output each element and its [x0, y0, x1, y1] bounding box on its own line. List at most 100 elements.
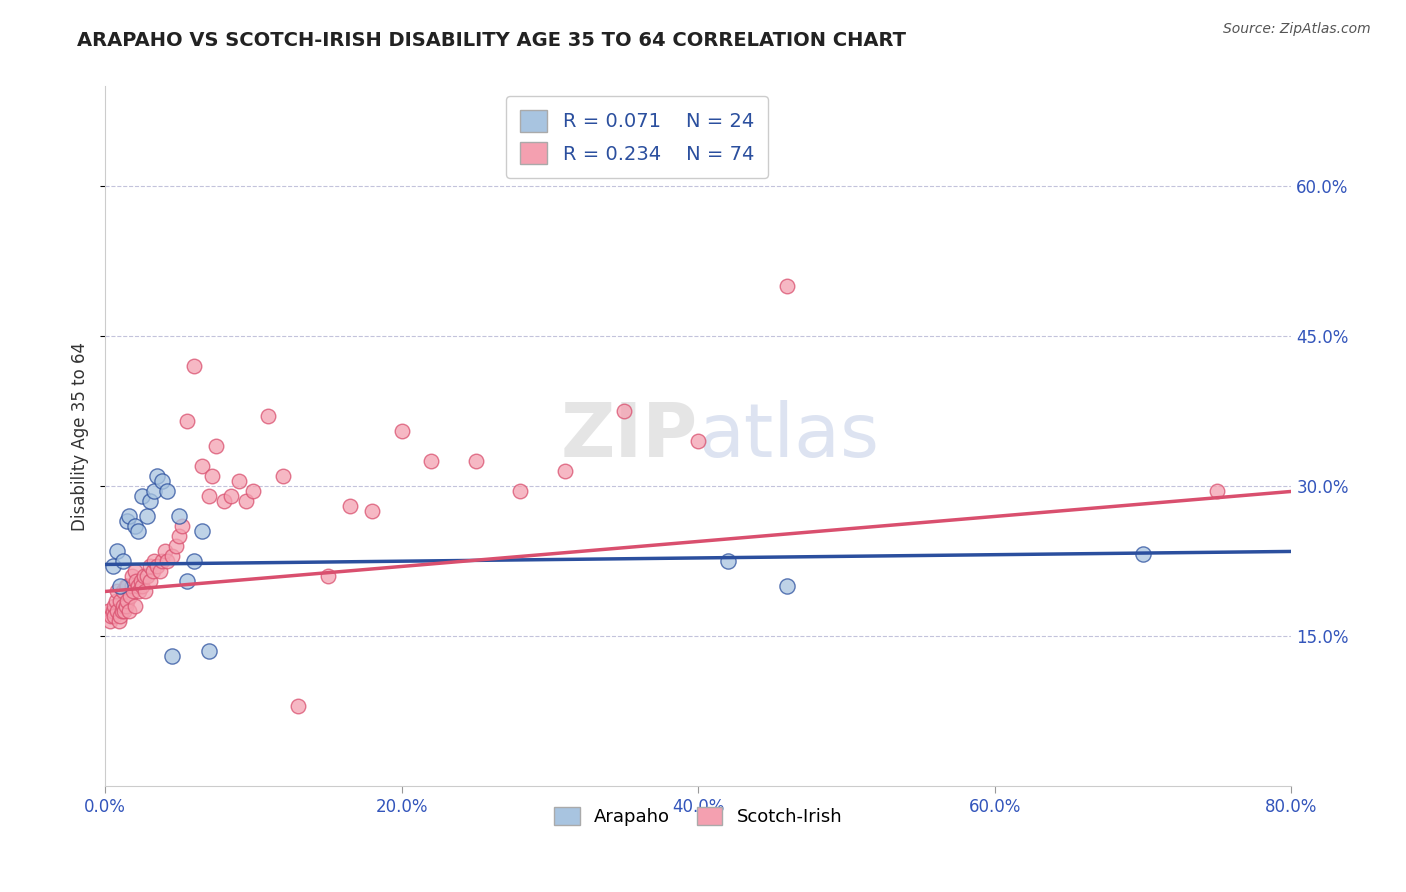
Point [169, 529, 191, 543]
Point [117, 594, 139, 608]
Point [271, 469, 294, 483]
Point [127, 579, 149, 593]
Point [127, 524, 149, 539]
Point [135, 569, 157, 583]
Point [115, 579, 138, 593]
Point [108, 609, 131, 624]
Point [124, 565, 146, 579]
Point [212, 494, 235, 508]
Point [554, 465, 576, 479]
Point [138, 559, 160, 574]
Point [613, 404, 636, 418]
Point [129, 574, 152, 589]
Point [160, 649, 183, 664]
Point [134, 584, 156, 599]
Legend: Arapaho, Scotch-Irish: Arapaho, Scotch-Irish [547, 799, 849, 833]
Point [103, 609, 125, 624]
Point [111, 554, 134, 568]
Point [1206, 484, 1229, 499]
Point [101, 604, 124, 618]
Point [117, 579, 139, 593]
Point [169, 509, 191, 524]
Point [98, 615, 121, 629]
Point [464, 454, 486, 468]
Point [143, 554, 166, 568]
Point [183, 359, 205, 374]
Point [125, 574, 148, 589]
Point [128, 584, 150, 599]
Point [316, 569, 339, 583]
Point [257, 409, 280, 424]
Point [776, 279, 799, 293]
Point [391, 425, 413, 439]
Point [131, 579, 153, 593]
Point [114, 604, 136, 618]
Point [103, 599, 125, 614]
Point [235, 494, 257, 508]
Point [107, 615, 129, 629]
Text: Source: ZipAtlas.com: Source: ZipAtlas.com [1223, 22, 1371, 37]
Point [105, 584, 128, 599]
Point [176, 414, 198, 428]
Point [688, 434, 710, 449]
Point [420, 454, 443, 468]
Point [135, 509, 157, 524]
Point [242, 484, 264, 499]
Point [190, 524, 212, 539]
Point [132, 569, 155, 583]
Point [101, 559, 124, 574]
Point [108, 594, 131, 608]
Point [118, 509, 141, 524]
Point [183, 554, 205, 568]
Point [143, 484, 166, 499]
Point [717, 554, 740, 568]
Point [118, 604, 141, 618]
Point [100, 609, 122, 624]
Point [150, 475, 173, 489]
Point [110, 604, 132, 618]
Point [115, 599, 138, 614]
Point [108, 579, 131, 593]
Text: ARAPAHO VS SCOTCH-IRISH DISABILITY AGE 35 TO 64 CORRELATION CHART: ARAPAHO VS SCOTCH-IRISH DISABILITY AGE 3… [77, 31, 907, 50]
Point [165, 540, 187, 554]
Point [131, 490, 153, 504]
Point [160, 549, 183, 564]
Point [121, 579, 143, 593]
Point [146, 559, 169, 574]
Point [509, 484, 531, 499]
Point [146, 469, 169, 483]
Point [122, 584, 145, 599]
Point [153, 544, 176, 558]
Point [104, 594, 127, 608]
Point [105, 544, 128, 558]
Point [339, 500, 361, 514]
Text: atlas: atlas [699, 400, 879, 473]
Point [156, 484, 179, 499]
Point [111, 584, 134, 599]
Point [117, 515, 139, 529]
Point [138, 494, 160, 508]
Point [97, 604, 120, 618]
Point [361, 504, 384, 518]
Point [149, 565, 172, 579]
Y-axis label: Disability Age 35 to 64: Disability Age 35 to 64 [72, 342, 89, 531]
Point [138, 574, 160, 589]
Point [142, 565, 165, 579]
Point [201, 469, 224, 483]
Point [156, 554, 179, 568]
Text: ZIP: ZIP [561, 400, 699, 473]
Point [198, 644, 221, 658]
Point [776, 579, 799, 593]
Point [150, 554, 173, 568]
Point [198, 490, 221, 504]
Point [111, 599, 134, 614]
Point [190, 459, 212, 474]
Point [124, 519, 146, 533]
Point [121, 569, 143, 583]
Point [205, 439, 228, 453]
Point [120, 590, 142, 604]
Point [172, 519, 194, 533]
Point [176, 574, 198, 589]
Point [124, 599, 146, 614]
Point [228, 475, 250, 489]
